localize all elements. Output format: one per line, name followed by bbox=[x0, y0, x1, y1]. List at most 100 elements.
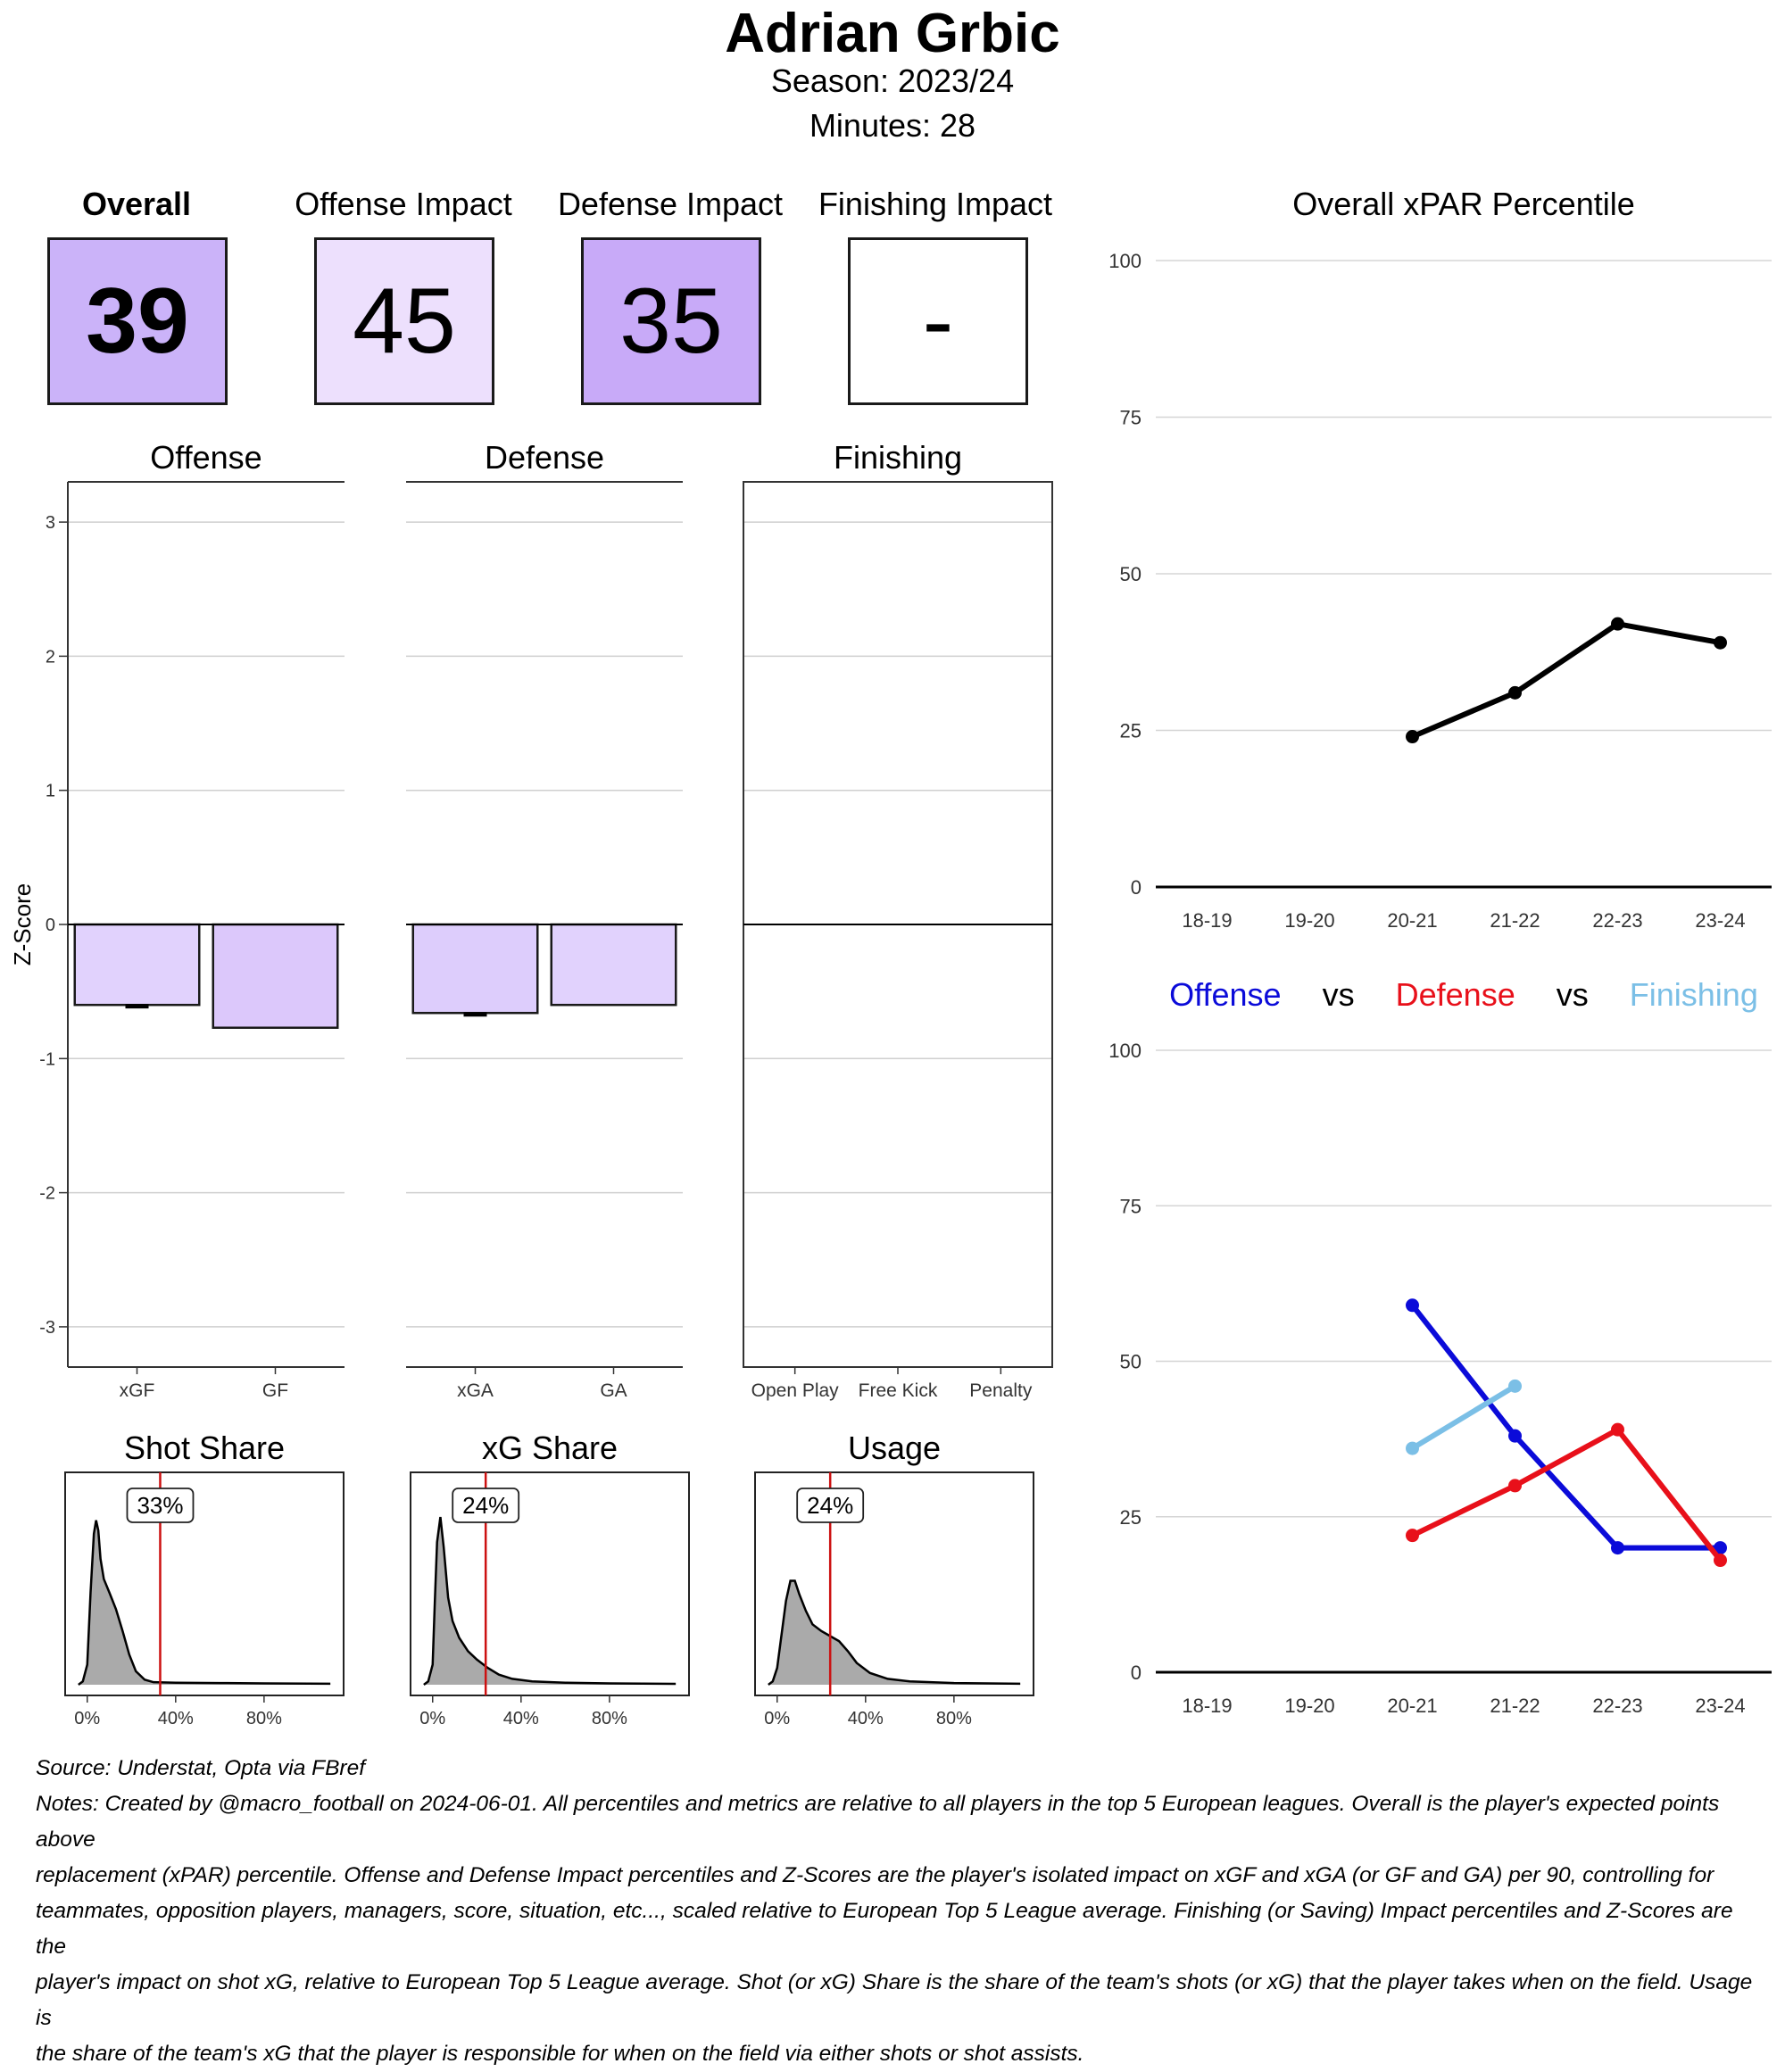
comparison-chart-offense-point bbox=[1508, 1429, 1522, 1443]
comparison-chart-y-tick-label: 100 bbox=[1108, 1040, 1142, 1062]
legend-vs-1: vs bbox=[1322, 976, 1355, 1013]
offense-x-tick-label: xGF bbox=[120, 1380, 155, 1401]
xpar-chart-y-tick-label: 25 bbox=[1120, 720, 1142, 742]
z-score-tick-label: 3 bbox=[46, 513, 55, 533]
panel-title-offense: Offense bbox=[150, 439, 262, 476]
xpar-chart-y-tick-label: 75 bbox=[1120, 407, 1142, 429]
comparison-chart-defense-line bbox=[1411, 1427, 1723, 1562]
comparison-chart-defense-point bbox=[1714, 1554, 1727, 1568]
xpar-chart-overall-line bbox=[1411, 621, 1722, 740]
offense-bar-gf bbox=[212, 923, 339, 1029]
legend-vs-2: vs bbox=[1556, 976, 1589, 1013]
z-score-tick-label: 0 bbox=[46, 916, 55, 935]
xpar-chart-overall-point bbox=[1508, 685, 1522, 700]
comparison-chart-x-tick-label: 23-24 bbox=[1695, 1695, 1745, 1717]
comparison-chart-offense-point bbox=[1611, 1541, 1624, 1555]
panel-title-finishing: Finishing bbox=[833, 439, 963, 476]
comparison-chart-x-tick-label: 20-21 bbox=[1387, 1695, 1437, 1717]
shot-share-value-label: 33% bbox=[137, 1492, 183, 1519]
comparison-chart-offense-line bbox=[1410, 1303, 1721, 1551]
defense-bar-ga bbox=[550, 923, 677, 1007]
overall-card: 39 bbox=[47, 237, 228, 405]
z-score-axis-title: Z-Score bbox=[9, 883, 36, 966]
offense-impact-card: 45 bbox=[314, 237, 494, 405]
comparison-chart-x-tick-label: 21-22 bbox=[1490, 1695, 1540, 1717]
comparison-chart-y-tick-label: 50 bbox=[1120, 1351, 1142, 1373]
defense-x-tick-label: GA bbox=[600, 1380, 627, 1401]
card-label-offense-impact: Offense Impact bbox=[295, 186, 512, 222]
panel-title-usage: Usage bbox=[847, 1430, 942, 1466]
minutes-label: Minutes: 28 bbox=[809, 107, 976, 144]
z-score-tick-label: 2 bbox=[46, 647, 55, 667]
xpar-chart-y-tick-label: 50 bbox=[1120, 563, 1142, 585]
notes-line-1: Notes: Created by @macro_football on 202… bbox=[36, 1792, 1720, 1852]
card-label-finishing-impact: Finishing Impact bbox=[818, 186, 1053, 222]
defense-x-tick-label: xGA bbox=[457, 1380, 494, 1401]
comparison-chart-offense-point bbox=[1406, 1298, 1419, 1313]
comparison-chart-finishing-point bbox=[1406, 1441, 1419, 1455]
xpar-chart-overall-point bbox=[1406, 730, 1419, 744]
offense-bar-xgf bbox=[73, 923, 201, 1007]
xpar-chart-x-tick-label: 20-21 bbox=[1387, 909, 1437, 932]
shot-share-density-area bbox=[78, 1520, 331, 1685]
comparison-chart-offense-point bbox=[1714, 1541, 1727, 1555]
xpar-chart-y-tick-label: 100 bbox=[1108, 250, 1142, 272]
season-label: Season: 2023/24 bbox=[770, 62, 1015, 99]
shot-share-density-line bbox=[78, 1520, 331, 1686]
shot-share-x-tick-label: 0% bbox=[74, 1709, 100, 1728]
shot-share-value-label-box bbox=[126, 1488, 195, 1523]
comparison-chart-finishing-line bbox=[1410, 1383, 1517, 1451]
xpar-chart-y-tick-label: 0 bbox=[1131, 876, 1142, 899]
xg-share-x-tick-label: 80% bbox=[592, 1709, 627, 1728]
usage-density-line bbox=[768, 1579, 1021, 1686]
xg-share-value-label: 24% bbox=[462, 1492, 509, 1519]
card-label-overall: Overall bbox=[81, 186, 192, 222]
usage-x-tick-label: 40% bbox=[848, 1709, 884, 1728]
comparison-chart-defense-point bbox=[1406, 1529, 1419, 1543]
offense-x-tick-label: GF bbox=[262, 1380, 288, 1401]
defense-bar-xga bbox=[411, 923, 539, 1015]
notes-line-3: teammates, opposition players, managers,… bbox=[36, 1899, 1733, 1959]
comparison-chart-defense-point bbox=[1611, 1422, 1624, 1437]
charts-canvas: Z-Score 3 2 1 0 -1 -2 -3 xGF GF xGA GA Open Play Free… bbox=[9, 250, 1772, 1728]
xpar-chart-x-tick-label: 22-23 bbox=[1592, 909, 1642, 932]
footer: Source: Understat, Opta via FBref Notes:… bbox=[36, 1751, 1767, 2072]
comparison-legend: Offense vs Defense vs Finishing bbox=[1107, 976, 1785, 1014]
xpar-chart-x-tick-label: 19-20 bbox=[1284, 909, 1334, 932]
panel-title-shot-share: Shot Share bbox=[123, 1430, 286, 1466]
card-label-defense-impact: Defense Impact bbox=[557, 186, 784, 222]
xpar-chart-overall-point bbox=[1714, 635, 1727, 650]
comparison-chart-x-tick-label: 18-19 bbox=[1182, 1695, 1232, 1717]
xpar-chart-x-tick-label: 18-19 bbox=[1182, 909, 1232, 932]
z-score-tick-label: 1 bbox=[46, 782, 55, 801]
z-score-tick-label: -1 bbox=[39, 1049, 55, 1069]
panel-title-xg-share: xG Share bbox=[481, 1430, 619, 1466]
comparison-chart-finishing-point bbox=[1508, 1379, 1522, 1393]
comparison-chart-x-tick-label: 19-20 bbox=[1284, 1695, 1334, 1717]
usage-x-tick-label: 0% bbox=[764, 1709, 790, 1728]
defense-impact-card: 35 bbox=[581, 237, 761, 405]
xg-share-x-tick-label: 40% bbox=[503, 1709, 539, 1728]
legend-offense: Offense bbox=[1169, 976, 1282, 1013]
xpar-chart-title: Overall xPAR Percentile bbox=[1292, 186, 1635, 222]
xpar-chart-overall-point bbox=[1611, 617, 1624, 631]
z-score-tick-label: -3 bbox=[39, 1318, 55, 1338]
panel-title-defense: Defense bbox=[484, 439, 605, 476]
shot-share-x-tick-label: 80% bbox=[246, 1709, 282, 1728]
notes-line-5: the share of the team's xG that the play… bbox=[36, 2042, 1084, 2066]
finishing-x-tick-label: Open Play bbox=[751, 1380, 840, 1401]
shot-share-x-tick-label: 40% bbox=[158, 1709, 194, 1728]
legend-defense: Defense bbox=[1395, 976, 1515, 1013]
notes-line-4: player's impact on shot xG, relative to … bbox=[36, 1970, 1753, 2030]
usage-x-tick-label: 80% bbox=[936, 1709, 972, 1728]
comparison-chart-defense-point bbox=[1508, 1479, 1522, 1493]
usage-value-label-box bbox=[796, 1488, 865, 1523]
notes-line-2: replacement (xPAR) percentile. Offense a… bbox=[36, 1863, 1714, 1887]
finishing-impact-card: - bbox=[848, 237, 1028, 405]
xg-share-value-label-box bbox=[452, 1488, 520, 1523]
xg-share-density-line bbox=[423, 1516, 677, 1686]
comparison-chart-y-tick-label: 75 bbox=[1120, 1195, 1142, 1217]
finishing-x-tick-label: Free Kick bbox=[859, 1380, 938, 1401]
xg-share-x-tick-label: 0% bbox=[419, 1709, 445, 1728]
source-note: Source: Understat, Opta via FBref bbox=[36, 1756, 366, 1780]
